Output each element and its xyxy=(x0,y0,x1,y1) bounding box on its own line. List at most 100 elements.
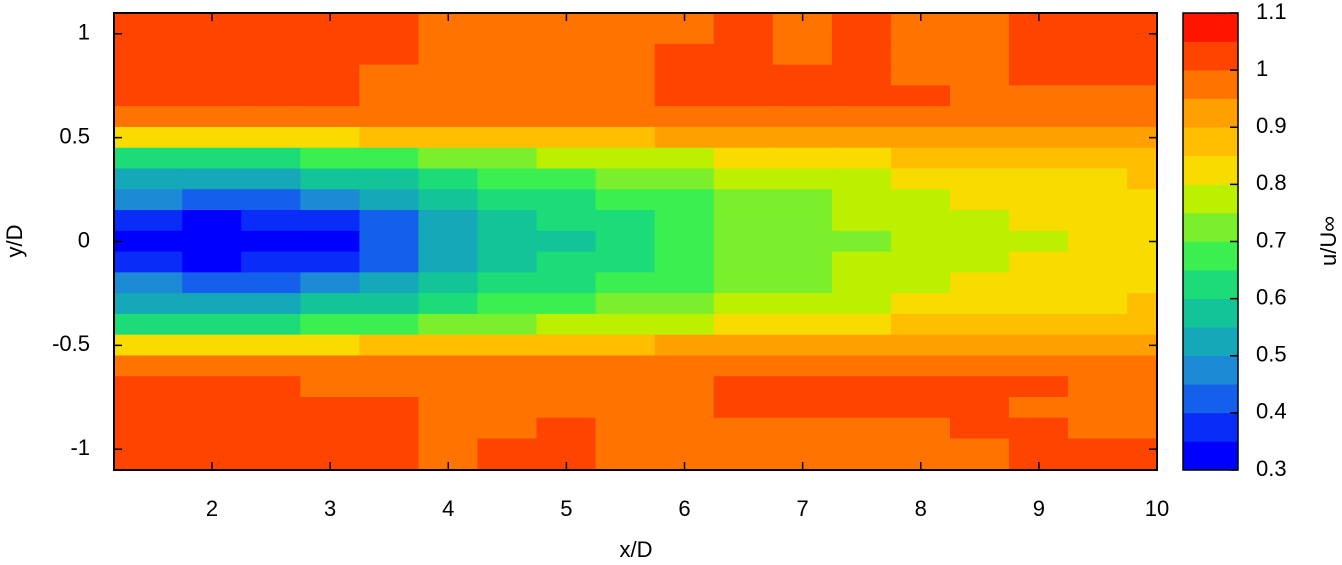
field-cell xyxy=(713,147,774,170)
field-cell xyxy=(1127,417,1158,440)
field-cell xyxy=(536,230,597,253)
field-cell xyxy=(713,459,774,471)
field-cell xyxy=(418,438,479,460)
field-cell xyxy=(359,251,420,273)
field-cell xyxy=(772,126,833,149)
field-cell xyxy=(182,85,242,107)
field-cell xyxy=(359,272,420,294)
field-cell xyxy=(300,334,360,357)
field-cell xyxy=(300,23,360,45)
field-cell xyxy=(359,43,420,66)
field-cell xyxy=(241,396,301,419)
field-cell xyxy=(595,355,656,377)
field-cell xyxy=(890,334,951,357)
x-tick-label: 3 xyxy=(324,496,336,521)
field-cell xyxy=(1009,85,1069,107)
field-cell xyxy=(1009,210,1069,232)
field-cell xyxy=(713,376,774,398)
field-cell xyxy=(182,64,242,87)
field-cell xyxy=(418,43,479,66)
field-cell xyxy=(477,355,538,377)
colorbar-band xyxy=(1182,212,1239,242)
field-cell xyxy=(418,272,479,294)
field-cell xyxy=(831,376,892,398)
field-cell xyxy=(1127,106,1158,128)
field-cell xyxy=(949,251,1010,273)
field-cell xyxy=(831,85,892,107)
field-cell xyxy=(890,251,951,273)
field-cell xyxy=(713,43,774,66)
field-cell xyxy=(113,85,183,107)
field-cell xyxy=(654,272,715,294)
y-tick-label: -0.5 xyxy=(52,331,90,356)
field-cell xyxy=(113,147,183,170)
field-cell xyxy=(300,85,360,107)
field-cell xyxy=(418,293,479,315)
colorbar-band xyxy=(1182,12,1239,42)
field-cell xyxy=(536,396,597,419)
field-cell xyxy=(359,313,420,336)
field-cell xyxy=(772,438,833,460)
field-cell xyxy=(654,396,715,419)
field-cell xyxy=(359,64,420,87)
field-cell xyxy=(1009,438,1069,460)
field-cell xyxy=(182,251,242,273)
field-cell xyxy=(654,126,715,149)
field-cell xyxy=(1127,168,1158,190)
field-cell xyxy=(359,417,420,440)
field-cell xyxy=(1068,43,1128,66)
field-cell xyxy=(713,106,774,128)
field-cell xyxy=(536,313,597,336)
field-cell xyxy=(713,293,774,315)
field-cell xyxy=(713,12,774,24)
field-cell xyxy=(477,438,538,460)
field-cell xyxy=(241,272,301,294)
field-cell xyxy=(595,459,656,471)
field-cell xyxy=(595,85,656,107)
field-cell xyxy=(477,334,538,357)
field-cell xyxy=(1068,251,1128,273)
field-cell xyxy=(477,12,538,24)
field-cell xyxy=(359,126,420,149)
field-cell xyxy=(772,396,833,419)
field-cell xyxy=(182,272,242,294)
field-cell xyxy=(359,106,420,128)
field-cell xyxy=(536,293,597,315)
field-cell xyxy=(713,64,774,87)
field-cell xyxy=(300,417,360,440)
field-cell xyxy=(1127,43,1158,66)
field-cell xyxy=(113,189,183,211)
field-cell xyxy=(536,106,597,128)
field-cell xyxy=(772,106,833,128)
field-cell xyxy=(654,189,715,211)
field-cell xyxy=(359,147,420,170)
field-cell xyxy=(113,168,183,190)
field-cell xyxy=(654,147,715,170)
field-cell xyxy=(300,438,360,460)
colorbar-band xyxy=(1182,241,1239,271)
field-cell xyxy=(890,376,951,398)
field-cell xyxy=(595,210,656,232)
field-cell xyxy=(890,272,951,294)
field-cell xyxy=(182,438,242,460)
field-cell xyxy=(713,272,774,294)
field-cell xyxy=(772,230,833,253)
field-cell xyxy=(418,168,479,190)
field-cell xyxy=(241,147,301,170)
field-cell xyxy=(654,251,715,273)
colorbar-band xyxy=(1182,298,1239,328)
field-cell xyxy=(772,23,833,45)
colorbar-tick-label: 0.4 xyxy=(1256,399,1287,424)
field-cell xyxy=(772,189,833,211)
field-cell xyxy=(241,355,301,377)
x-axis-label: x/D xyxy=(620,537,653,562)
field-cell xyxy=(772,64,833,87)
field-cell xyxy=(300,147,360,170)
field-cell xyxy=(1068,85,1128,107)
field-cell xyxy=(1009,272,1069,294)
field-cell xyxy=(595,417,656,440)
field-cell xyxy=(536,64,597,87)
field-cell xyxy=(949,147,1010,170)
y-tick-label: 1 xyxy=(78,20,90,45)
field-cell xyxy=(949,43,1010,66)
